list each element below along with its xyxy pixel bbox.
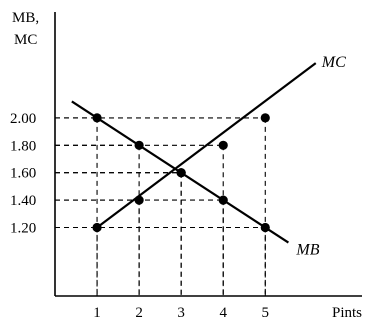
mc-curve (96, 62, 317, 229)
y-axis-label-line-2: MC (14, 32, 37, 48)
y-tick-labels: 1.20 1.40 1.60 1.80 2.00 (10, 111, 36, 237)
y-tick-label: 1.60 (10, 166, 36, 182)
x-tick-label: 1 (93, 305, 101, 321)
data-points (92, 113, 270, 233)
x-tick-label: 2 (135, 305, 143, 321)
y-tick-label: 1.80 (10, 138, 36, 154)
y-tick-label: 1.20 (10, 221, 36, 237)
x-tick-label: 3 (177, 305, 185, 321)
x-axis-label: Pints (332, 305, 362, 321)
x-tick-labels: 1 2 3 4 5 (93, 305, 269, 321)
mc-curve-label: MC (321, 54, 346, 71)
mb-point-2 (134, 140, 144, 150)
mc-point-5 (260, 113, 270, 123)
x-tick-label: 4 (219, 305, 227, 321)
mb-point-1 (92, 113, 102, 123)
x-tick-label: 5 (262, 305, 270, 321)
mb-curve-label: MB (295, 242, 319, 259)
y-axis-label-line-1: MB, (12, 10, 39, 26)
mb-point-5 (260, 222, 270, 233)
mc-point-4 (218, 140, 228, 150)
mc-point-1 (92, 222, 102, 233)
y-tick-label: 1.40 (10, 193, 36, 209)
y-tick-label: 2.00 (10, 111, 36, 127)
mb-point-3 (176, 168, 186, 178)
mb-point-4 (218, 195, 228, 205)
mc-point-2 (134, 195, 144, 205)
curves (71, 62, 317, 244)
